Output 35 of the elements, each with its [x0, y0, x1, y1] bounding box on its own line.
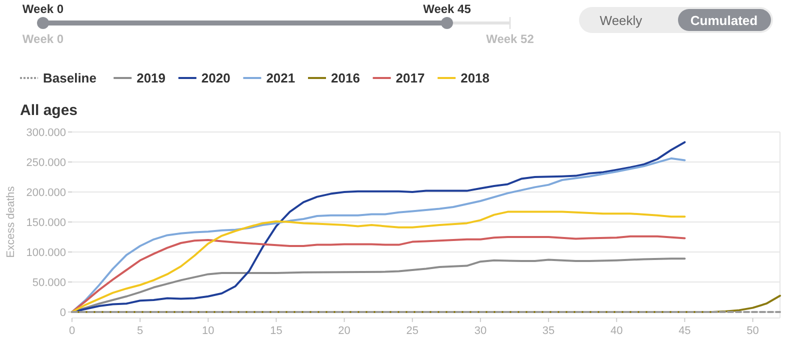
x-tick-label: 5 [137, 325, 144, 337]
x-tick-label: 50 [746, 325, 759, 337]
y-tick-label: 0 [60, 307, 66, 319]
legend-label: 2016 [331, 70, 360, 86]
y-axis-title: Excess deaths [5, 186, 17, 258]
legend-label: 2017 [396, 70, 425, 86]
x-tick-label: 10 [202, 325, 214, 337]
legend-label: 2020 [201, 70, 230, 86]
x-tick-label: 20 [338, 325, 350, 337]
y-tick-label: 150.000 [26, 217, 66, 229]
legend-label: 2018 [460, 70, 490, 86]
y-tick-label: 250.000 [26, 157, 66, 169]
x-tick-label: 30 [474, 325, 487, 337]
text: Week 45 [423, 2, 472, 16]
x-tick-label: 45 [678, 325, 691, 337]
chart-title: All ages [20, 102, 78, 119]
text: Week 52 [486, 32, 534, 46]
line-series [71, 235, 686, 313]
y-tick-label: 300.000 [26, 127, 66, 139]
x-tick-label: 40 [610, 325, 623, 337]
y-tick-label: 200.000 [26, 187, 66, 199]
legend-label: 2019 [136, 70, 166, 86]
text: Weekly [600, 13, 643, 28]
text: Week 0 [22, 2, 64, 16]
text: Week 0 [22, 32, 64, 46]
text: Cumulated [690, 13, 758, 28]
x-tick-label: 25 [406, 325, 419, 337]
legend-label: 2021 [266, 70, 296, 86]
line-series [71, 210, 686, 313]
x-tick-label: 15 [270, 325, 282, 337]
y-tick-label: 50.000 [32, 277, 66, 289]
x-tick-label: 0 [68, 325, 76, 337]
legend-label: Baseline [43, 70, 96, 86]
y-tick-label: 100.000 [26, 247, 66, 259]
x-tick-label: 35 [542, 325, 555, 337]
